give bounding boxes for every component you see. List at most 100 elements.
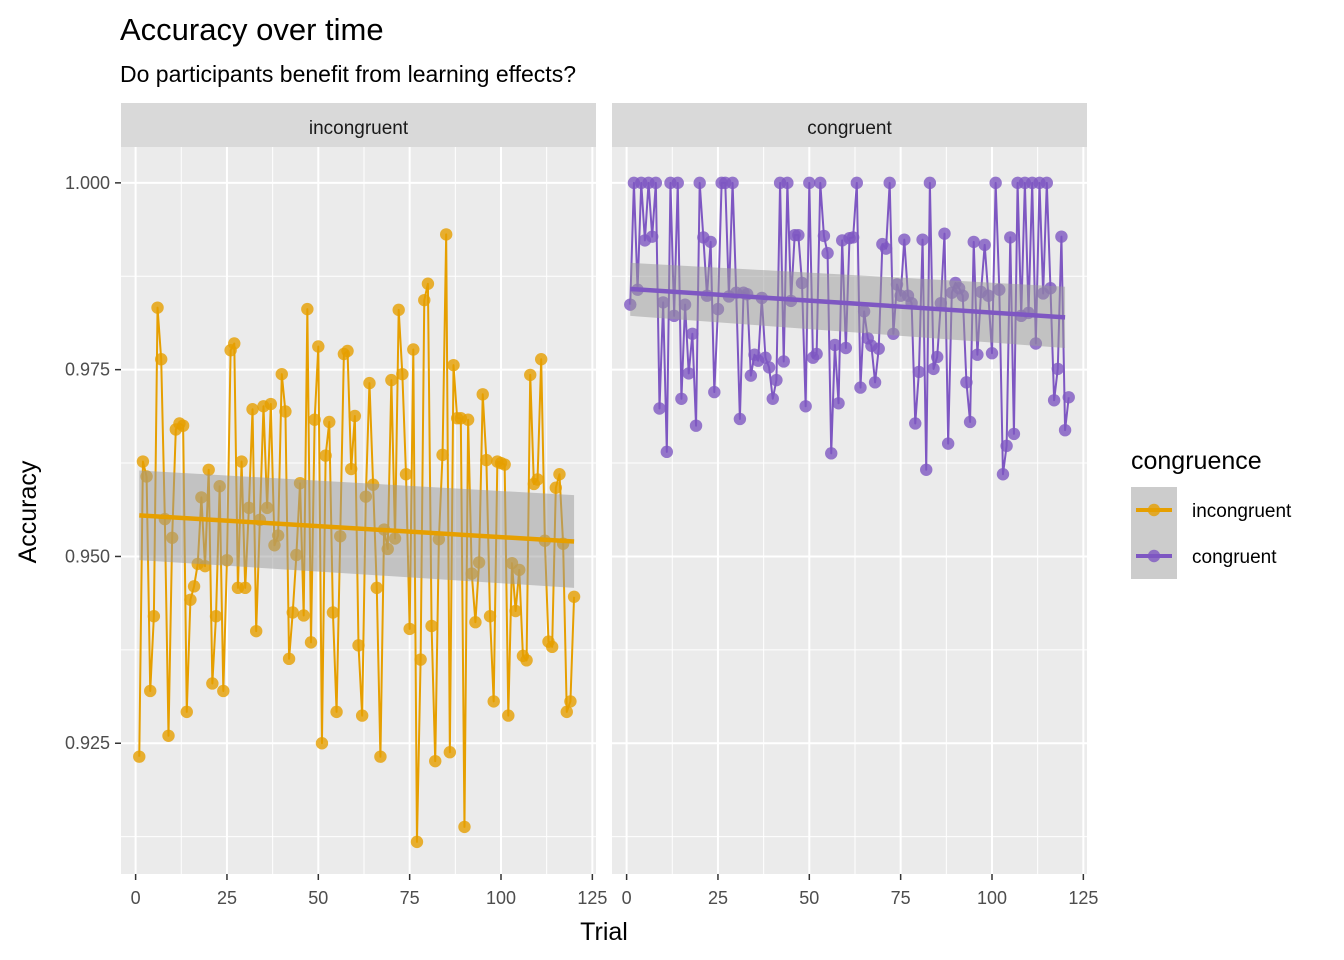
- data-point: [682, 367, 695, 380]
- data-point: [770, 373, 783, 387]
- data-point: [803, 176, 816, 190]
- data-point: [814, 176, 827, 190]
- data-point: [392, 303, 405, 317]
- data-point: [560, 705, 573, 719]
- x-axis-ticks: 0 25 50 75 100 125: [131, 874, 607, 908]
- data-point: [407, 343, 420, 356]
- data-point: [920, 463, 933, 476]
- data-point: [396, 367, 409, 381]
- data-point: [564, 695, 577, 708]
- x-tick-label: 125: [577, 888, 607, 908]
- chart-subtitle: Do participants benefit from learning ef…: [120, 61, 576, 87]
- data-point: [133, 750, 146, 763]
- data-point: [144, 684, 157, 698]
- data-point: [689, 419, 703, 432]
- data-point: [1058, 423, 1072, 437]
- data-point: [421, 277, 435, 290]
- y-tick-label: 0.925: [65, 733, 110, 753]
- data-point: [686, 327, 699, 340]
- x-tick-label: 125: [1068, 888, 1098, 908]
- data-point: [399, 468, 413, 481]
- data-point: [534, 352, 548, 366]
- data-point: [447, 358, 460, 372]
- data-point: [286, 606, 299, 619]
- data-point: [319, 449, 332, 462]
- data-point: [304, 636, 318, 649]
- legend-entry-congruent: congruent: [1131, 533, 1277, 579]
- data-point: [967, 235, 980, 249]
- data-point: [326, 606, 340, 619]
- data-point: [879, 242, 893, 255]
- data-point: [1004, 231, 1017, 244]
- data-point: [209, 610, 223, 623]
- x-tick-label: 25: [708, 888, 728, 908]
- facet-panel-incongruent: incongruent 0 25 50 75 100 125 0.925 0.950 0.975 1…: [65, 103, 607, 908]
- data-point: [436, 448, 449, 462]
- y-tick-label: 0.975: [65, 360, 110, 380]
- legend-label: congruent: [1192, 547, 1277, 568]
- data-point: [418, 293, 431, 307]
- data-point: [184, 593, 197, 606]
- data-point: [872, 342, 885, 355]
- data-point: [1007, 427, 1021, 441]
- data-point: [469, 616, 482, 629]
- data-point: [792, 228, 805, 242]
- data-point: [549, 481, 563, 494]
- data-point: [762, 361, 776, 374]
- data-point: [439, 228, 453, 241]
- x-tick-label: 50: [308, 888, 328, 908]
- data-point: [483, 610, 497, 623]
- data-point: [927, 362, 940, 376]
- data-point: [344, 462, 358, 476]
- data-point: [821, 246, 834, 260]
- data-point: [330, 705, 343, 719]
- legend-label: incongruent: [1192, 501, 1292, 522]
- data-point: [275, 367, 288, 381]
- data-point: [645, 230, 659, 243]
- legend: congruence incongruent congruent: [1131, 447, 1292, 579]
- data-point: [176, 419, 190, 432]
- x-tick-label: 0: [622, 888, 632, 908]
- data-point: [916, 233, 929, 246]
- data-point: [978, 238, 991, 252]
- data-point: [206, 677, 219, 690]
- y-tick-label: 1.000: [65, 173, 110, 193]
- data-point: [704, 235, 717, 249]
- facet-panel-congruent: congruent 0 25 50 75 100 125: [612, 103, 1098, 908]
- data-point: [553, 468, 566, 481]
- data-point: [971, 348, 984, 361]
- data-point: [312, 340, 325, 353]
- data-point: [1047, 394, 1061, 407]
- y-tick-label: 0.950: [65, 546, 110, 566]
- data-point: [985, 347, 999, 360]
- data-point: [777, 355, 790, 368]
- data-point: [363, 376, 376, 390]
- data-point: [693, 176, 706, 190]
- data-point: [989, 176, 1002, 190]
- data-point: [671, 176, 684, 190]
- data-point: [567, 590, 581, 603]
- trend-line: [630, 286, 1066, 320]
- data-point: [520, 654, 533, 667]
- data-point: [938, 227, 951, 240]
- x-tick-label: 50: [799, 888, 819, 908]
- data-point: [374, 750, 387, 763]
- data-point: [370, 581, 383, 595]
- data-point: [912, 365, 926, 379]
- data-point: [963, 415, 977, 429]
- data-point: [759, 351, 772, 364]
- x-tick-label: 25: [217, 888, 237, 908]
- data-point: [498, 458, 511, 471]
- data-point: [341, 344, 354, 358]
- strip-label: incongruent: [309, 118, 409, 139]
- data-point: [228, 337, 241, 350]
- data-point: [147, 610, 161, 623]
- chart-title: Accuracy over time: [120, 12, 384, 47]
- data-point: [524, 368, 537, 382]
- data-point: [545, 640, 559, 654]
- data-point: [410, 835, 424, 849]
- legend-entry-incongruent: incongruent: [1131, 487, 1292, 533]
- data-point: [480, 453, 493, 467]
- x-tick-label: 75: [891, 888, 911, 908]
